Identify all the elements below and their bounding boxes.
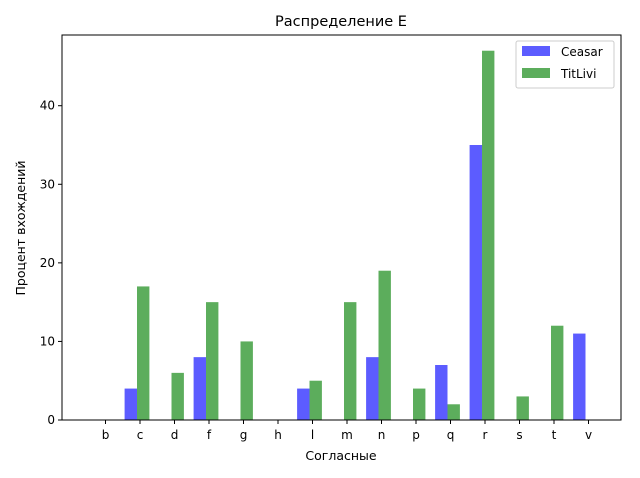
chart-title: Распределение Е (275, 14, 407, 30)
x-tick-label-q: q (447, 428, 455, 442)
bar-ceasar-l (297, 388, 310, 420)
legend-swatch-ceasar (522, 46, 550, 56)
bar-titlivi-f (206, 302, 219, 420)
bar-titlivi-p (413, 388, 426, 420)
plot-frame (61, 34, 622, 421)
bar-titlivi-t (551, 325, 564, 420)
x-tick-label-r: r (483, 428, 488, 442)
x-tick-label-f: f (207, 428, 212, 442)
bar-titlivi-r (482, 50, 495, 420)
x-tick-label-l: l (311, 428, 314, 442)
y-tick-label: 20 (40, 256, 55, 270)
y-tick-label: 40 (40, 99, 55, 113)
y-axis-ticks: 0 10 20 30 40 (40, 99, 62, 427)
x-tick-label-s: s (516, 428, 522, 442)
x-tick-label-g: g (240, 428, 248, 442)
legend-label-ceasar: Ceasar (561, 45, 603, 59)
y-tick-label: 10 (40, 334, 55, 348)
legend-swatch-titlivi (522, 68, 550, 78)
y-tick-label: 0 (47, 413, 55, 427)
bar-titlivi-d (171, 372, 184, 420)
bar-ceasar-n (366, 357, 379, 420)
x-tick-label-h: h (274, 428, 282, 442)
x-tick-label-m: m (341, 428, 353, 442)
bar-ceasar-q (435, 365, 448, 420)
x-tick-label-p: p (412, 428, 420, 442)
y-axis-label: Процент вхождений (13, 160, 28, 295)
bar-titlivi-l (309, 380, 322, 420)
bar-ceasar-r (469, 145, 482, 420)
y-tick-label: 30 (40, 177, 55, 191)
bar-ceasar-v (573, 333, 586, 420)
bar-titlivi-q (447, 404, 460, 420)
bar-titlivi-n (378, 270, 391, 420)
bars-group (124, 50, 586, 420)
bar-ceasar-f (193, 357, 206, 420)
bar-ceasar-c (124, 388, 137, 420)
bar-titlivi-s (516, 396, 529, 420)
x-axis-label: Согласные (305, 448, 377, 463)
legend-label-titlivi: TitLivi (560, 67, 596, 81)
x-tick-label-t: t (552, 428, 557, 442)
x-tick-label-v: v (585, 428, 592, 442)
bar-titlivi-c (137, 286, 150, 420)
bar-titlivi-g (240, 341, 253, 420)
x-tick-label-d: d (171, 428, 179, 442)
legend: Ceasar TitLivi (515, 40, 615, 89)
x-tick-label-n: n (378, 428, 386, 442)
x-tick-label-c: c (137, 428, 144, 442)
x-tick-label-b: b (102, 428, 110, 442)
bar-titlivi-m (344, 302, 357, 420)
